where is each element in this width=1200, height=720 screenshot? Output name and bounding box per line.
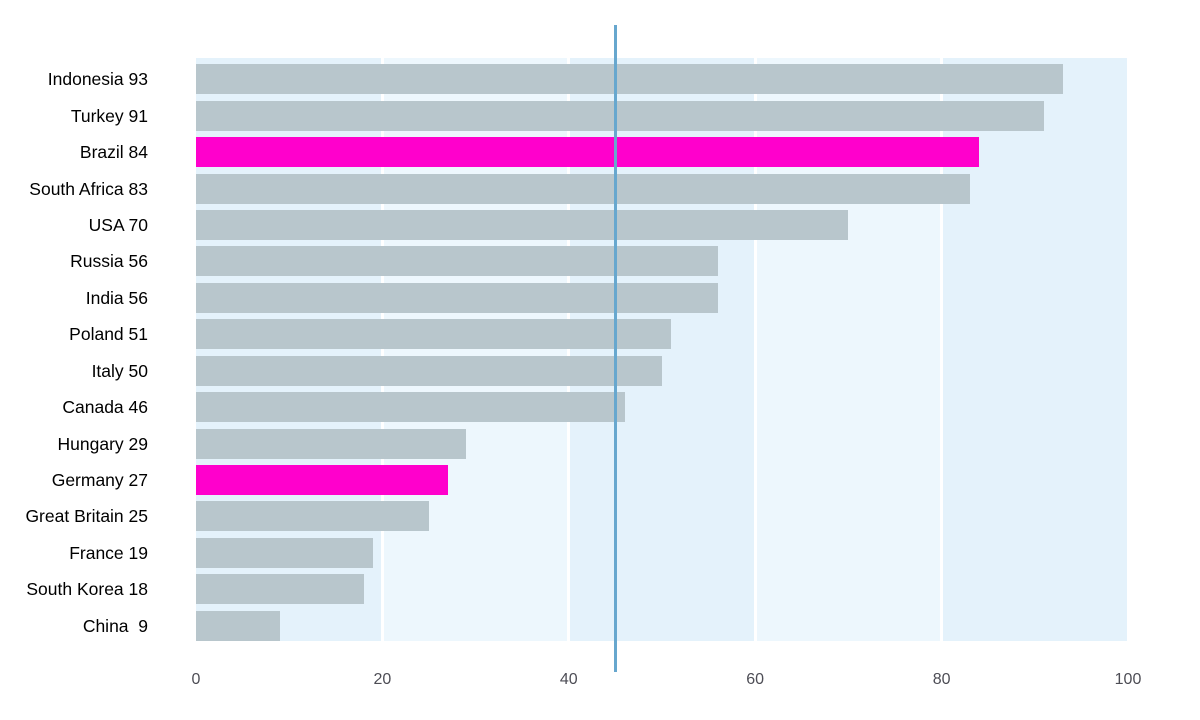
bar[interactable] — [196, 173, 970, 204]
x-axis-tick-label: 40 — [559, 671, 578, 688]
y-axis-label: Russia 56 — [70, 251, 148, 272]
y-axis-label: South Korea 18 — [26, 579, 148, 600]
gridline — [380, 58, 384, 641]
bar[interactable] — [196, 574, 364, 605]
gridline — [1126, 58, 1128, 641]
y-axis-label: Poland 51 — [69, 324, 148, 345]
bar[interactable] — [196, 355, 662, 386]
gridline — [753, 58, 757, 641]
y-axis-label: Indonesia 93 — [47, 69, 148, 90]
y-axis-label: Great Britain 25 — [25, 506, 148, 527]
bar[interactable] — [196, 610, 280, 641]
y-axis-label: France 19 — [69, 542, 148, 563]
bar[interactable] — [196, 319, 672, 350]
plot-area — [196, 58, 1128, 641]
y-axis-label: Brazil 84 — [79, 142, 148, 163]
y-axis-label: USA 70 — [88, 214, 148, 235]
bar[interactable] — [196, 100, 1045, 131]
bar[interactable] — [196, 64, 1063, 95]
bar[interactable] — [196, 465, 448, 496]
y-axis-label: India 56 — [85, 287, 148, 308]
gridline — [940, 58, 944, 641]
y-axis-label: Canada 46 — [62, 397, 148, 418]
bar[interactable] — [196, 137, 979, 168]
bar[interactable] — [196, 392, 625, 423]
bar[interactable] — [196, 537, 374, 568]
y-axis-label: Turkey 91 — [70, 105, 148, 126]
gridline — [567, 58, 571, 641]
bar[interactable] — [196, 501, 429, 532]
y-axis-label: Germany 27 — [51, 470, 148, 491]
x-axis-tick-label: 60 — [746, 671, 765, 688]
y-axis-label: Italy 50 — [91, 360, 148, 381]
y-axis-label: South Africa 83 — [29, 178, 148, 199]
bar[interactable] — [196, 246, 718, 277]
y-axis-label: China 9 — [82, 615, 148, 636]
x-axis-tick-label: 80 — [932, 671, 951, 688]
reference-line — [613, 25, 617, 672]
x-axis-tick-label: 20 — [373, 671, 392, 688]
bar[interactable] — [196, 209, 849, 240]
x-axis-tick-label: 0 — [191, 671, 201, 688]
bar[interactable] — [196, 282, 718, 313]
x-axis-tick-label: 100 — [1114, 671, 1142, 688]
bar[interactable] — [196, 428, 467, 459]
y-axis-label: Hungary 29 — [57, 433, 148, 454]
